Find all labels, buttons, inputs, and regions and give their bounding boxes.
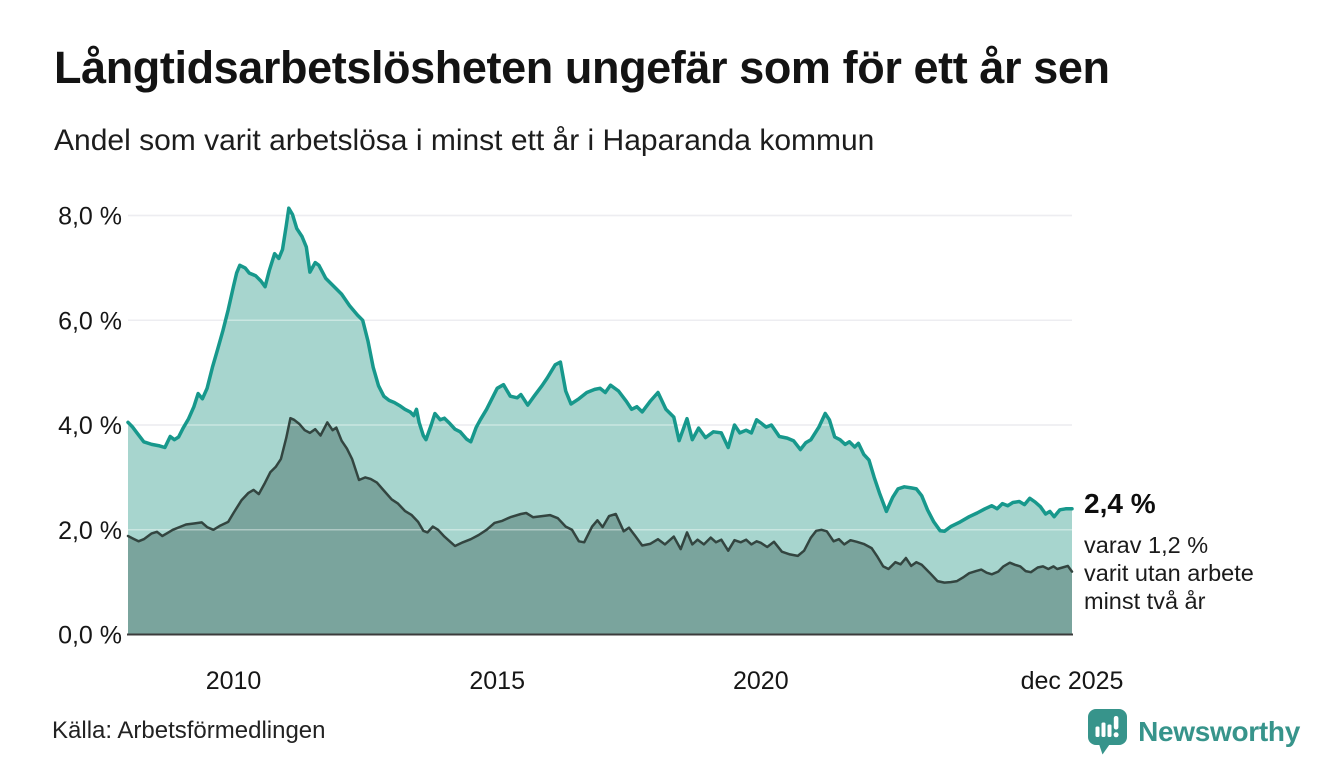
newsworthy-logo: Newsworthy <box>1087 708 1300 755</box>
svg-text:2,0 %: 2,0 % <box>58 517 122 545</box>
svg-text:2015: 2015 <box>469 667 525 695</box>
annotation-line-1: varav 1,2 % <box>1084 532 1209 558</box>
latest-value-detail: varav 1,2 % varit utan arbete minst två … <box>1084 531 1334 615</box>
annotation-line-3: minst två år <box>1084 588 1206 614</box>
latest-value-annotation: 2,4 % varav 1,2 % varit utan arbete mins… <box>1084 488 1334 615</box>
page-title: Långtidsarbetslösheten ungefär som för e… <box>54 42 1110 93</box>
svg-text:8,0 %: 8,0 % <box>58 203 122 231</box>
latest-value-label: 2,4 % <box>1084 488 1156 519</box>
svg-text:4,0 %: 4,0 % <box>58 412 122 440</box>
svg-text:2010: 2010 <box>206 667 262 695</box>
svg-text:dec 2025: dec 2025 <box>1021 667 1124 695</box>
newsworthy-wordmark: Newsworthy <box>1138 715 1300 747</box>
svg-text:2020: 2020 <box>733 667 789 695</box>
svg-text:0,0 %: 0,0 % <box>58 622 122 650</box>
area-chart-canvas: 0,0 % 2,0 % 4,0 % 6,0 % 8,0 % 2010 2015 2020 dec… <box>58 203 1124 696</box>
newsworthy-chart-bubble-icon <box>1088 709 1128 755</box>
source-label: Källa: Arbetsförmedlingen <box>52 717 326 744</box>
annotation-line-2: varit utan arbete <box>1084 560 1254 586</box>
svg-text:6,0 %: 6,0 % <box>58 307 122 335</box>
page-subtitle: Andel som varit arbetslösa i minst ett å… <box>54 124 875 157</box>
